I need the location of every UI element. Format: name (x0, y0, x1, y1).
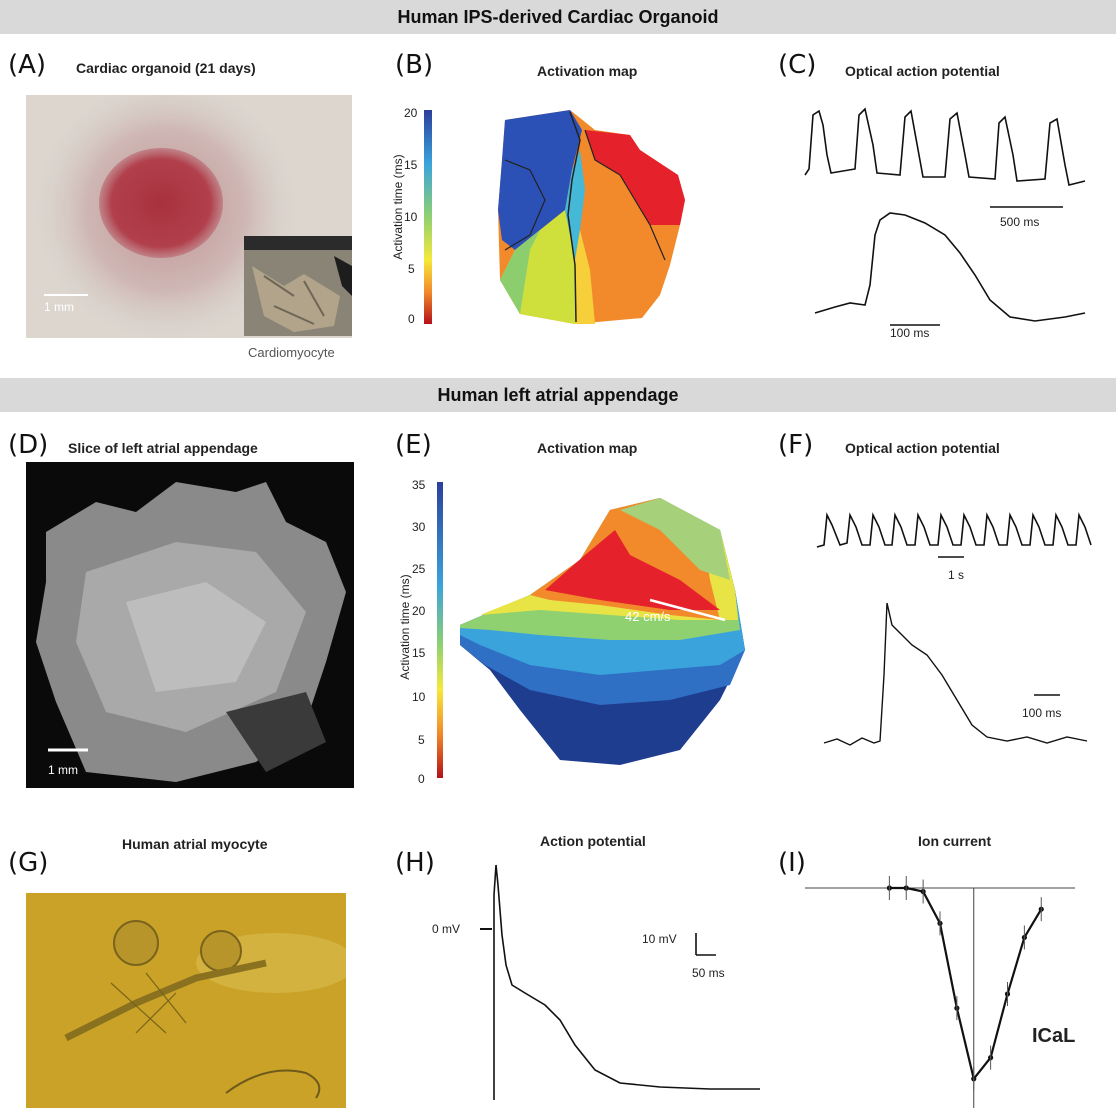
panel-letter-c: (C) (778, 50, 817, 80)
f-scale-top: 1 s (948, 568, 965, 582)
e-tick-5: 5 (418, 733, 425, 747)
b-axis-label: Activation time (ms) (391, 154, 405, 260)
inset-caption: Cardiomyocyte (248, 345, 335, 360)
e-tick-25: 25 (412, 562, 426, 576)
panel-title-f: Optical action potential (845, 440, 1000, 456)
scale-label-a: 1 mm (44, 300, 74, 314)
e-tick-0: 0 (418, 772, 425, 786)
h-scale-v: 10 mV (642, 932, 677, 946)
e-tick-35: 35 (412, 478, 426, 492)
panel-title-b: Activation map (537, 63, 638, 79)
h-scale-t: 50 ms (692, 966, 725, 980)
b-tick-5: 5 (408, 262, 415, 276)
organoid-image (26, 75, 352, 345)
panel-letter-b: (B) (395, 50, 434, 80)
e-tick-30: 30 (412, 520, 426, 534)
panel-title-a: Cardiac organoid (21 days) (76, 60, 256, 76)
panel-letter-d: (D) (8, 430, 49, 460)
h-zero-label: 0 mV (432, 922, 461, 936)
optical-ap-f (812, 475, 1102, 775)
b-tick-0: 0 (408, 312, 415, 326)
middle-banner: Human left atrial appendage (0, 378, 1116, 412)
panel-title-i: Ion current (918, 833, 992, 849)
panel-letter-a: (A) (8, 50, 47, 80)
top-banner: Human IPS-derived Cardiac Organoid (0, 0, 1116, 34)
c-scale-bottom: 100 ms (890, 326, 930, 340)
e-tick-20: 20 (412, 604, 426, 618)
activation-map-b (380, 100, 710, 340)
atrial-slice-image (26, 462, 354, 788)
e-tick-15: 15 (412, 646, 426, 660)
velocity-label: 42 cm/s (625, 609, 671, 624)
scale-label-d: 1 mm (48, 763, 78, 777)
panel-letter-i: (I) (778, 848, 806, 878)
b-tick-20: 20 (404, 106, 418, 120)
panel-letter-e: (E) (395, 430, 432, 460)
cardiomyocyte-inset (244, 236, 352, 336)
b-tick-15: 15 (404, 158, 418, 172)
atrial-myocyte-image (26, 893, 356, 1108)
e-axis-label: Activation time (ms) (398, 574, 412, 680)
panel-title-c: Optical action potential (845, 63, 1000, 79)
action-potential-h (470, 855, 770, 1105)
ion-current-svg (805, 876, 1075, 1108)
panel-title-h: Action potential (540, 833, 646, 849)
panel-letter-f: (F) (778, 430, 814, 460)
optical-ap-c (795, 95, 1105, 345)
b-tick-10: 10 (404, 210, 418, 224)
ical-line (889, 886, 1043, 1082)
ical-label: ICaL (1032, 1025, 1076, 1047)
panel-title-g: Human atrial myocyte (122, 836, 268, 852)
f-scale-bottom: 100 ms (1022, 706, 1062, 720)
panel-letter-h: (H) (395, 848, 435, 878)
e-tick-10: 10 (412, 690, 426, 704)
c-scale-top: 500 ms (1000, 215, 1040, 229)
panel-title-d: Slice of left atrial appendage (68, 440, 258, 456)
panel-title-e: Activation map (537, 440, 638, 456)
activation-map-e (380, 470, 760, 790)
ion-current-chart (800, 870, 1090, 1110)
panel-letter-g: (G) (8, 848, 49, 878)
